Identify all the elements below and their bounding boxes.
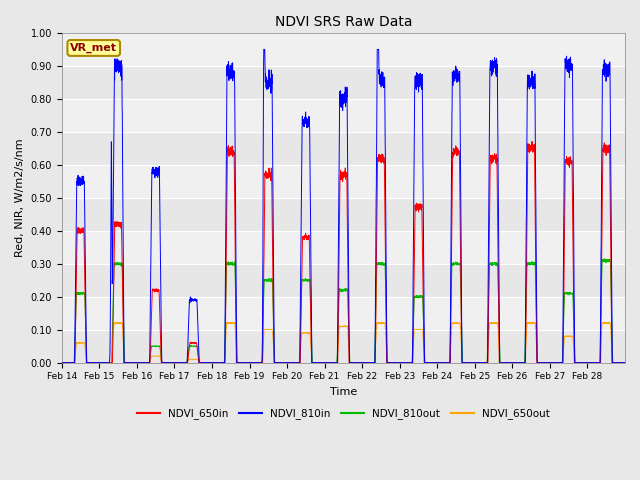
Legend: NDVI_650in, NDVI_810in, NDVI_810out, NDVI_650out: NDVI_650in, NDVI_810in, NDVI_810out, NDV… bbox=[133, 404, 554, 423]
X-axis label: Time: Time bbox=[330, 387, 357, 397]
Title: NDVI SRS Raw Data: NDVI SRS Raw Data bbox=[275, 15, 412, 29]
Bar bbox=[62, 264, 625, 297]
Bar bbox=[62, 132, 625, 165]
Bar bbox=[62, 198, 625, 231]
Bar bbox=[62, 66, 625, 99]
Text: VR_met: VR_met bbox=[70, 43, 117, 53]
Y-axis label: Red, NIR, W/m2/s/nm: Red, NIR, W/m2/s/nm bbox=[15, 139, 25, 257]
Bar bbox=[62, 330, 625, 363]
